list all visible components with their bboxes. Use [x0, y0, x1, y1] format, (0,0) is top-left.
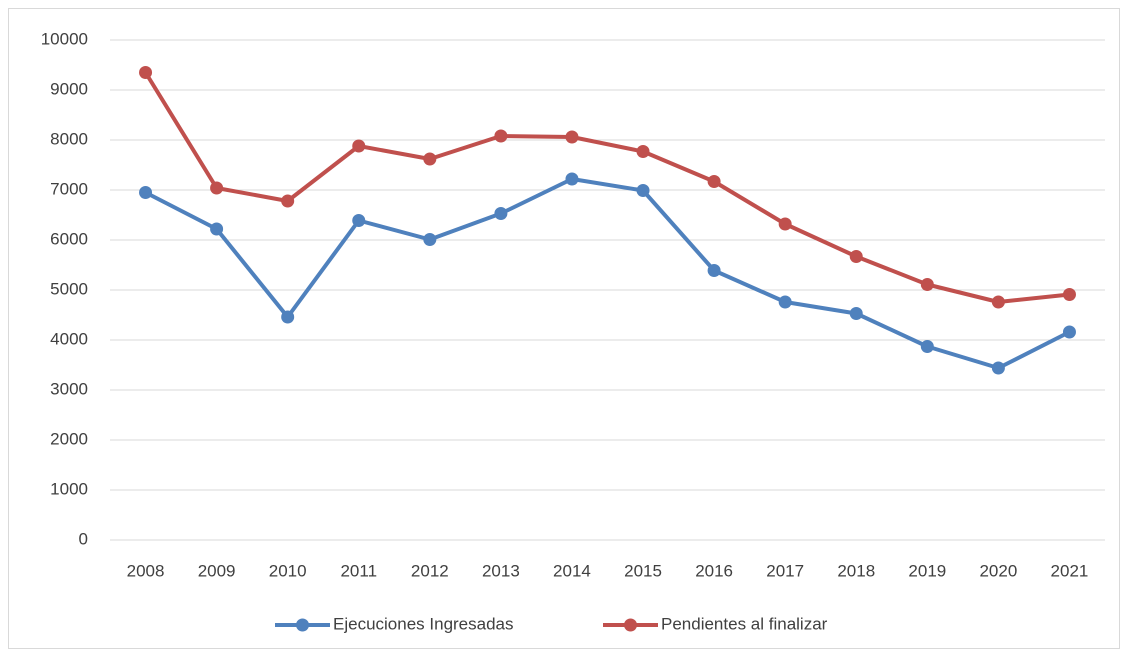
- x-tick-label: 2016: [695, 561, 733, 580]
- data-point: [139, 66, 153, 79]
- data-point: [565, 130, 579, 144]
- data-point: [707, 264, 721, 277]
- x-tick-label: 2008: [127, 561, 165, 580]
- x-tick-label: 2021: [1051, 561, 1089, 580]
- data-point: [991, 295, 1005, 309]
- data-point: [494, 129, 508, 143]
- series-line: [143, 70, 1072, 304]
- y-tick-label: 5000: [50, 279, 88, 298]
- data-point: [849, 250, 863, 263]
- series-line: [143, 177, 1072, 370]
- data-point: [210, 181, 224, 195]
- data-point: [778, 295, 792, 309]
- data-point: [281, 310, 295, 324]
- data-point: [849, 307, 863, 320]
- x-tick-label: 2019: [908, 561, 946, 580]
- y-tick-label: 3000: [50, 379, 88, 398]
- data-point: [991, 361, 1005, 375]
- legend-label: Pendientes al finalizar: [661, 614, 828, 633]
- x-tick-label: 2009: [198, 561, 236, 580]
- data-point: [707, 175, 721, 188]
- data-point: [352, 139, 366, 153]
- data-point: [1062, 288, 1076, 301]
- y-tick-label: 7000: [50, 179, 88, 198]
- y-tick-label: 0: [79, 529, 88, 548]
- legend-label: Ejecuciones Ingresadas: [333, 614, 514, 633]
- data-point: [920, 278, 934, 291]
- y-tick-label: 4000: [50, 329, 88, 348]
- x-tick-label: 2017: [766, 561, 804, 580]
- data-point: [920, 340, 934, 353]
- y-tick-label: 10000: [41, 29, 88, 48]
- y-tick-label: 2000: [50, 429, 88, 448]
- x-tick-label: 2010: [269, 561, 307, 580]
- data-point: [281, 194, 295, 208]
- data-point: [778, 217, 792, 231]
- y-tick-label: 1000: [50, 479, 88, 498]
- data-point: [1062, 325, 1076, 339]
- x-tick-label: 2014: [553, 561, 591, 580]
- data-point: [139, 186, 153, 199]
- data-point: [565, 172, 579, 186]
- legend-marker: [624, 618, 637, 632]
- y-tick-label: 9000: [50, 79, 88, 98]
- x-tick-label: 2020: [979, 561, 1017, 580]
- data-point: [636, 145, 650, 158]
- x-tick-label: 2018: [837, 561, 875, 580]
- legend-marker: [296, 618, 309, 632]
- y-tick-label: 8000: [50, 129, 88, 148]
- x-tick-label: 2013: [482, 561, 520, 580]
- x-tick-label: 2015: [624, 561, 662, 580]
- data-point: [423, 233, 437, 246]
- data-point: [210, 222, 224, 236]
- x-tick-label: 2011: [340, 561, 377, 580]
- x-tick-label: 2012: [411, 561, 449, 580]
- data-point: [494, 207, 508, 220]
- y-tick-label: 6000: [50, 229, 88, 248]
- data-point: [352, 214, 366, 227]
- data-point: [423, 152, 437, 166]
- chart-border: [8, 8, 1120, 649]
- data-point: [636, 184, 650, 197]
